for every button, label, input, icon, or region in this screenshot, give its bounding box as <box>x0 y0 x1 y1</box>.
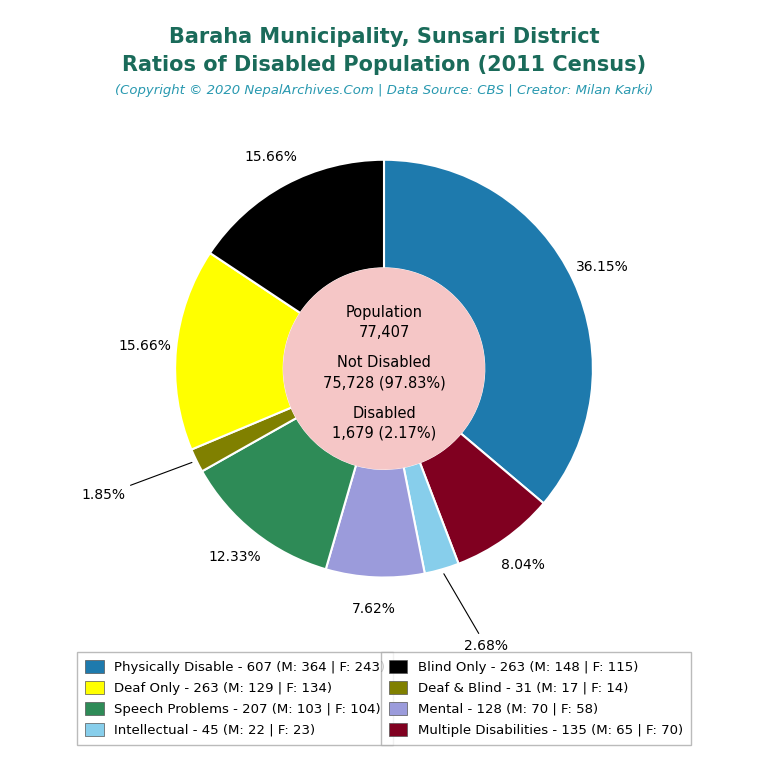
Text: Not Disabled
75,728 (97.83%): Not Disabled 75,728 (97.83%) <box>323 356 445 390</box>
Wedge shape <box>420 433 544 564</box>
Text: Baraha Municipality, Sunsari District: Baraha Municipality, Sunsari District <box>169 27 599 47</box>
Text: 36.15%: 36.15% <box>575 260 628 274</box>
Wedge shape <box>326 465 425 578</box>
Wedge shape <box>384 160 593 503</box>
Wedge shape <box>403 462 458 574</box>
Text: 1.85%: 1.85% <box>81 462 192 502</box>
Wedge shape <box>191 408 296 472</box>
Text: 7.62%: 7.62% <box>352 601 396 616</box>
Text: 2.68%: 2.68% <box>444 574 508 653</box>
Circle shape <box>283 268 485 469</box>
Text: 15.66%: 15.66% <box>244 150 297 164</box>
Text: Population
77,407: Population 77,407 <box>346 306 422 340</box>
Wedge shape <box>175 253 300 449</box>
Text: 15.66%: 15.66% <box>118 339 171 353</box>
Text: (Copyright © 2020 NepalArchives.Com | Data Source: CBS | Creator: Milan Karki): (Copyright © 2020 NepalArchives.Com | Da… <box>115 84 653 98</box>
Text: Disabled
1,679 (2.17%): Disabled 1,679 (2.17%) <box>332 406 436 440</box>
Wedge shape <box>210 160 384 313</box>
Text: 8.04%: 8.04% <box>502 558 545 571</box>
Text: Ratios of Disabled Population (2011 Census): Ratios of Disabled Population (2011 Cens… <box>122 55 646 75</box>
Wedge shape <box>202 418 356 569</box>
Legend: Blind Only - 263 (M: 148 | F: 115), Deaf & Blind - 31 (M: 17 | F: 14), Mental - : Blind Only - 263 (M: 148 | F: 115), Deaf… <box>381 652 690 745</box>
Text: 12.33%: 12.33% <box>209 550 261 564</box>
